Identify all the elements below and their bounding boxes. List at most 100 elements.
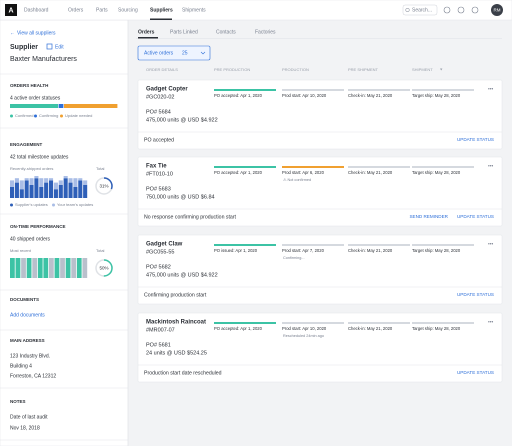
nav-item[interactable]: Suppliers	[150, 7, 173, 13]
engagement-bar	[58, 180, 63, 185]
supplier-heading: Supplier	[10, 44, 38, 51]
on-time-bar	[54, 258, 60, 278]
action-button[interactable]: SEND REMINDER	[409, 214, 448, 219]
address-line: Forreston, CA 12312	[10, 373, 56, 379]
section-summary: 40 shipped orders	[10, 236, 51, 242]
stage-text: PO accepted: Apr 1, 2020	[214, 170, 263, 175]
on-time-bar	[15, 258, 21, 278]
stage-bar	[348, 89, 410, 91]
total-label: Total	[96, 166, 105, 171]
legend-label: Your team's updates	[57, 202, 93, 207]
nav-item[interactable]: Parts	[96, 7, 108, 13]
notes-value: Nov 18, 2018	[10, 425, 40, 431]
back-arrow: ←	[10, 30, 15, 36]
order-po: PO# 5682	[146, 264, 171, 270]
on-time-bar	[26, 258, 32, 278]
notification-icon[interactable]	[457, 6, 465, 14]
tab[interactable]: Contacts	[216, 29, 236, 35]
address-line: Building 4	[10, 363, 32, 369]
on-time-ring	[95, 259, 113, 277]
column-header: PRE SHIPMENT	[348, 67, 379, 72]
search-box[interactable]	[402, 4, 438, 16]
engagement-bar	[68, 182, 73, 198]
sort-arrow	[440, 68, 443, 71]
engagement-bar	[53, 182, 58, 190]
more-menu[interactable]: •••	[488, 163, 494, 169]
tab[interactable]: Parts Linked	[170, 29, 198, 35]
legend-dot	[52, 203, 55, 207]
action-button[interactable]: UPDATE STATUS	[457, 214, 494, 219]
more-menu[interactable]: •••	[488, 241, 494, 247]
on-time-bar	[82, 258, 88, 278]
engagement-bar	[53, 189, 58, 198]
column-header: ORDER DETAILS	[146, 67, 178, 72]
order-status: Production start date rescheduled	[144, 370, 222, 376]
more-menu[interactable]: •••	[488, 319, 494, 325]
stage-text: Target ship: May 28, 2020	[412, 326, 461, 331]
action-button[interactable]: UPDATE STATUS	[457, 137, 494, 142]
stage-text: Target ship: May 28, 2020	[412, 93, 461, 98]
order-code: #FT010-10	[146, 171, 173, 177]
stage-bar	[282, 89, 344, 91]
section-summary: 4 active order statuses	[10, 95, 61, 101]
order-units: 750,000 units @ USD $6.84	[146, 194, 215, 200]
engagement-bar	[63, 176, 68, 179]
order-status: PO accepted	[144, 137, 174, 143]
engagement-bar	[73, 178, 78, 187]
stage-bar	[348, 244, 410, 246]
filter-dropdown[interactable]	[137, 45, 211, 61]
avatar[interactable]	[491, 4, 503, 16]
order-po: PO# 5684	[146, 109, 171, 115]
nav-item[interactable]: Orders	[68, 7, 84, 13]
order-po: PO# 5681	[146, 342, 171, 348]
section-title: ORDERS HEALTH	[10, 83, 48, 88]
legend-dot	[10, 203, 13, 207]
search-icon	[405, 7, 410, 13]
stage-bar	[214, 322, 276, 324]
stage-note: ⚠ Not confirmed	[283, 178, 311, 182]
nav-item[interactable]: Shipments	[182, 7, 206, 13]
stage-text: PO issued: Apr 1, 2020	[214, 248, 258, 253]
action-button[interactable]: UPDATE STATUS	[457, 370, 494, 375]
section-summary: 42 total milestone updates	[10, 154, 69, 160]
legend-label: Confirmed	[15, 113, 33, 118]
tab[interactable]: Factories	[255, 29, 276, 35]
tab[interactable]: Orders	[138, 29, 155, 35]
order-code: #GC020-02	[146, 94, 174, 100]
back-link[interactable]: View all suppliers	[17, 30, 56, 36]
section-title: NOTES	[10, 399, 26, 404]
engagement-bar	[14, 178, 19, 183]
engagement-bar	[24, 180, 29, 198]
logo[interactable]	[5, 4, 17, 16]
health-bar-segment	[10, 104, 58, 108]
stage-text: Check-in: May 21, 2020	[348, 326, 393, 331]
column-header: SHIPMENT	[412, 67, 433, 72]
column-header: PRE PRODUCTION	[214, 67, 250, 72]
order-units: 475,000 units @ USD $4.922	[146, 117, 218, 123]
action-button[interactable]: UPDATE STATUS	[457, 292, 494, 297]
order-name: Mackintosh Raincoat	[146, 320, 206, 326]
add-documents-link[interactable]: Add documents	[10, 312, 45, 318]
on-time-bar	[65, 258, 71, 278]
engagement-bar	[19, 180, 24, 190]
help-icon[interactable]	[443, 6, 451, 14]
legend-label: Supplier's updates	[15, 202, 48, 207]
more-menu[interactable]: •••	[488, 86, 494, 92]
engagement-bar	[73, 187, 78, 198]
engagement-bar	[29, 178, 34, 185]
stage-text: Target ship: May 28, 2020	[412, 248, 461, 253]
on-time-bar	[71, 258, 77, 278]
stage-bar	[348, 166, 410, 168]
nav-item[interactable]: Dashboard	[24, 7, 49, 13]
order-code: #MR007-07	[146, 327, 175, 333]
edit-link[interactable]: Edit	[55, 44, 64, 50]
stage-text: Check-in: May 21, 2020	[348, 93, 393, 98]
ring-label: 31%	[99, 184, 108, 189]
health-bar-segment	[64, 104, 118, 108]
order-name: Gadget Copter	[146, 87, 188, 93]
nav-item[interactable]: Sourcing	[118, 7, 138, 13]
engagement-bar	[44, 182, 49, 198]
settings-icon[interactable]	[471, 6, 479, 14]
legend-dot	[34, 114, 37, 118]
engagement-bar	[29, 184, 34, 198]
